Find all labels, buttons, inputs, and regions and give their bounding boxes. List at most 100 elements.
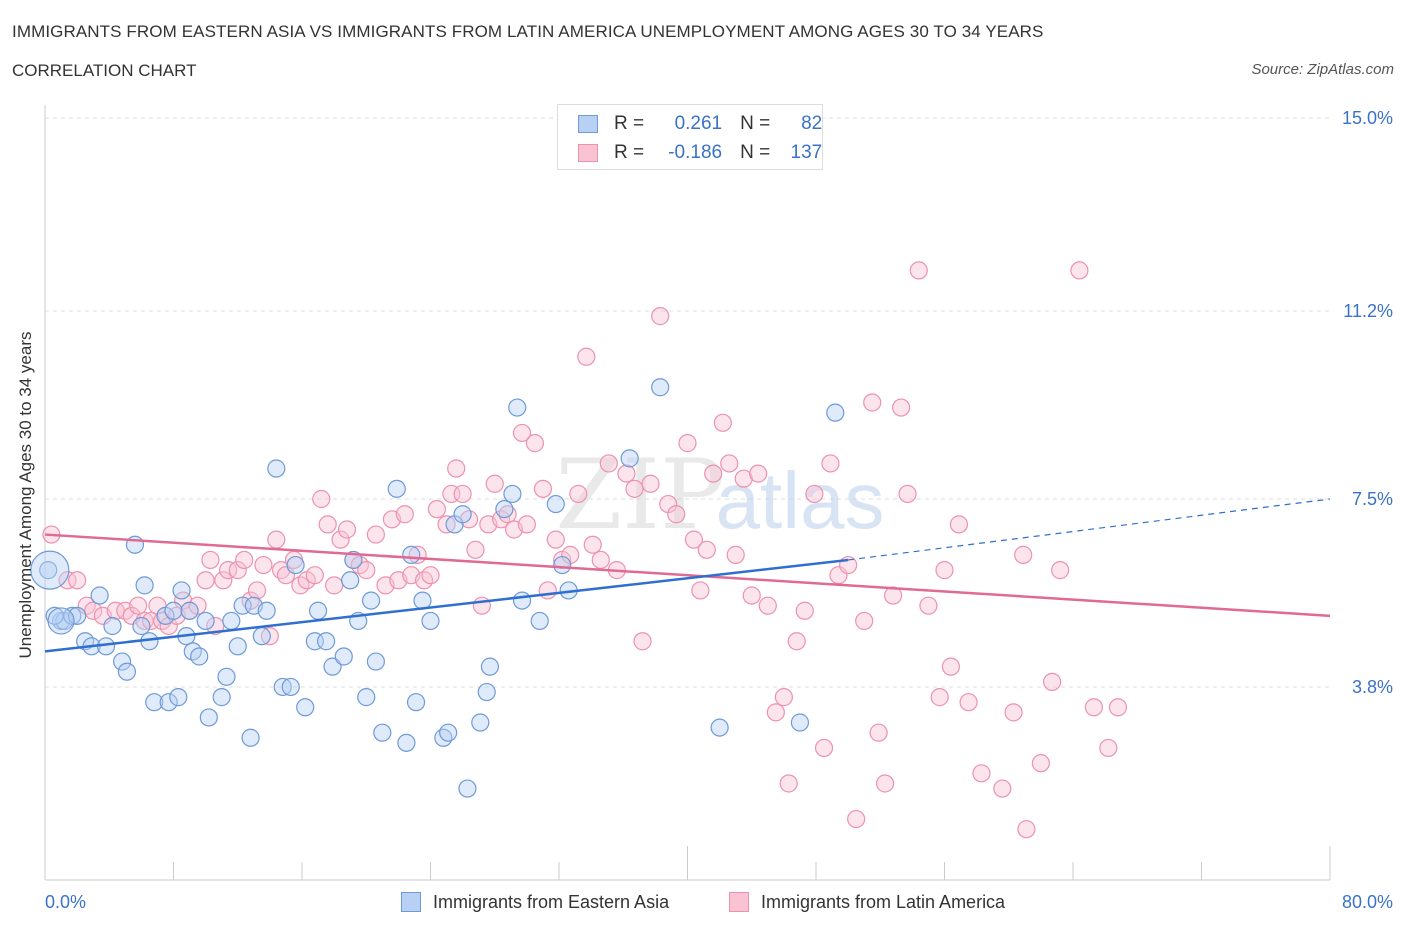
data-point-eastern-asia [826, 403, 845, 422]
data-point-latin-america [106, 601, 125, 620]
data-point-latin-america [196, 571, 215, 590]
data-point-eastern-asia [103, 616, 122, 636]
data-point-eastern-asia [281, 677, 300, 697]
data-point-eastern-asia [434, 728, 453, 747]
data-point-latin-america [1043, 672, 1062, 691]
data-point-latin-america [1031, 754, 1050, 773]
data-point-latin-america [839, 555, 858, 575]
bottom-legend-swatch-blue [401, 892, 421, 912]
data-point-latin-america [538, 581, 557, 600]
data-point-latin-america [599, 454, 618, 473]
data-point-eastern-asia [508, 398, 527, 417]
data-point-latin-america [546, 530, 565, 549]
data-point-latin-america [583, 535, 602, 554]
data-point-latin-america [569, 484, 588, 504]
legend-row-latin-america: R = -0.186 N = 137 [578, 141, 822, 165]
data-point-eastern-asia [546, 494, 565, 514]
data-point-eastern-asia [387, 479, 406, 498]
data-point-latin-america [909, 261, 928, 280]
data-point-eastern-asia [252, 627, 271, 646]
data-point-latin-america [941, 657, 961, 676]
data-point-latin-america [935, 561, 954, 580]
data-point-latin-america [427, 500, 447, 519]
data-point-latin-america [1108, 698, 1128, 717]
data-point-eastern-asia [471, 713, 490, 732]
trend-lines [44, 498, 1331, 653]
data-point-latin-america [625, 479, 644, 498]
data-point-eastern-asia [357, 688, 376, 707]
data-point-latin-america [1070, 261, 1089, 280]
data-point-eastern-asia [45, 606, 64, 625]
data-point-latin-america [930, 688, 949, 707]
data-point-eastern-asia-large [30, 550, 70, 590]
data-point-eastern-asia [267, 459, 286, 478]
data-point-eastern-asia [341, 571, 360, 590]
data-point-eastern-asia [495, 500, 514, 519]
data-point-eastern-asia [164, 601, 183, 620]
data-point-eastern-asia [439, 723, 458, 742]
data-point-eastern-asia [553, 555, 572, 575]
data-point-eastern-asia [710, 718, 729, 737]
x-tick-label-max: 80.0% [1342, 892, 1393, 912]
legend-r-label: R = [614, 113, 645, 134]
data-point-latin-america [525, 434, 545, 453]
stats-legend: R = 0.261 N = 82 R = -0.186 N = 137 [557, 104, 823, 170]
data-point-latin-america [395, 505, 414, 524]
data-point-latin-america [875, 774, 895, 793]
data-point-eastern-asia [217, 667, 236, 686]
data-point-eastern-asia [159, 693, 178, 712]
data-point-latin-america [1051, 561, 1070, 580]
y-tick-label: 15.0% [1342, 108, 1393, 128]
data-point-latin-america [512, 423, 532, 443]
data-point-eastern-asia [316, 632, 336, 651]
legend-n-value: 137 [790, 142, 823, 163]
legend-swatch-blue [578, 115, 598, 133]
data-point-eastern-asia [651, 378, 670, 397]
data-point-latin-america [366, 525, 385, 544]
data-point-eastern-asia [212, 688, 231, 707]
series-latin-america-points [42, 261, 1128, 839]
data-point-latin-america [331, 530, 350, 549]
data-point-eastern-asia [458, 779, 477, 798]
source-label: Source: ZipAtlas.com [1251, 61, 1394, 78]
data-point-latin-america [805, 484, 824, 504]
data-point-eastern-asia [397, 733, 416, 752]
data-point-eastern-asia [145, 693, 164, 712]
data-point-latin-america [697, 540, 716, 559]
data-point-latin-america [577, 347, 596, 366]
data-point-eastern-asia [68, 606, 87, 625]
data-point-eastern-asia [361, 591, 381, 610]
data-point-latin-america [1099, 738, 1118, 758]
data-point-latin-america [219, 561, 238, 580]
bottom-legend-label: Immigrants from Latin America [761, 891, 1006, 912]
bottom-legend-swatch-pink [729, 892, 749, 912]
data-point-eastern-asia [477, 682, 496, 702]
data-point-latin-america [863, 393, 882, 412]
data-point-eastern-asia [222, 611, 241, 631]
data-point-eastern-asia [196, 611, 215, 631]
series-eastern-asia-points [30, 378, 845, 798]
data-point-latin-america [972, 764, 991, 783]
data-point-latin-america [795, 601, 814, 620]
data-point-latin-america [787, 632, 806, 651]
data-point-eastern-asia [373, 723, 392, 742]
data-point-latin-america [758, 596, 777, 615]
data-point-eastern-asia [112, 652, 132, 671]
data-point-eastern-asia [512, 591, 532, 610]
data-point-eastern-asia [172, 581, 191, 600]
data-point-latin-america [1004, 703, 1023, 722]
data-point-latin-america [742, 586, 761, 605]
legend-r-value: -0.186 [668, 142, 723, 163]
data-point-latin-america [84, 601, 103, 620]
data-point-eastern-asia [480, 657, 500, 676]
y-tick-label: 3.8% [1352, 677, 1393, 697]
data-point-eastern-asia-large [47, 607, 75, 635]
trend-line-latin-america [44, 533, 1331, 618]
watermark: ZIP atlas [555, 439, 884, 551]
data-point-latin-america [641, 474, 660, 493]
data-point-latin-america [617, 464, 636, 483]
data-point-latin-america [129, 596, 148, 615]
data-point-latin-america [305, 566, 324, 585]
data-point-eastern-asia [323, 657, 342, 676]
